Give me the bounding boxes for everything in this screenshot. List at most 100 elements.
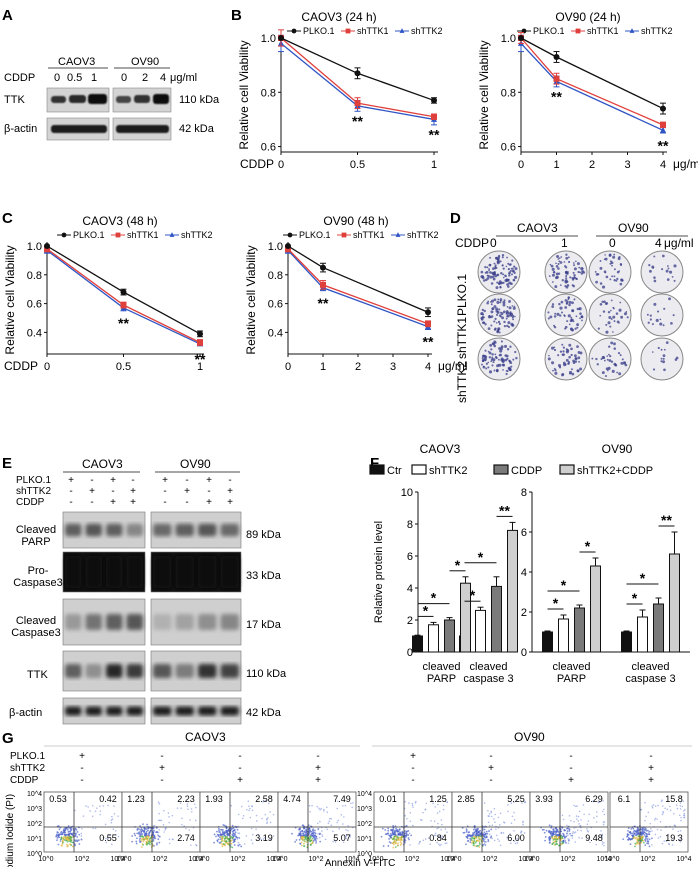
y-tick-label: 8 [407,519,413,531]
event-dot [303,845,305,847]
event-dot [404,830,406,832]
colony-dot [506,306,509,308]
x-tick-label: 1 [431,159,437,171]
y-tick-label: 10^3 [357,806,372,813]
event-dot [411,802,414,805]
event-dot [345,834,348,836]
event-dot [317,828,319,831]
y-tick-label: 2 [407,615,413,627]
event-dot [160,819,163,822]
event-dot [236,828,239,831]
colony-dot [606,355,609,357]
colony-dot [482,360,485,363]
event-dot [651,805,654,807]
colony-dot [570,368,573,371]
event-dot [102,805,105,807]
condition-mark: - [238,751,241,762]
event-dot [408,838,410,841]
event-dot [107,837,109,840]
flow-plot-frame [121,791,201,853]
colony-dot [492,358,496,362]
colony-dot [653,255,656,258]
event-dot [60,833,62,836]
event-dot [69,832,71,835]
colony-dot [559,314,562,317]
x-tick-label: 0 [285,361,291,373]
event-dot [231,830,234,833]
colony-dot [550,264,554,268]
legend-swatch [493,464,509,475]
colony-dot [502,276,505,279]
event-dot [233,833,235,836]
condition-mark: - [80,763,83,774]
colony-dot [514,275,518,279]
colony-dot [495,322,498,324]
event-dot [661,842,664,845]
event-dot [234,831,237,834]
event-dot [595,811,598,813]
line-chart-caov3-24h: CAOV3 (24 h)PLKO.1 shTTK1 shTTK21.00.80.60… [237,10,443,171]
event-dot [117,815,119,817]
colony-dot [488,269,490,272]
event-dot [672,828,674,830]
event-dot [95,807,98,809]
colony-dot [497,282,501,285]
event-dot [627,829,629,832]
colony-dot [608,353,610,356]
series-line [287,249,429,328]
event-dot [487,840,490,843]
event-dot [469,839,472,841]
colony-dot [573,298,576,301]
event-dot [633,829,636,832]
event-dot [314,829,316,832]
event-dot [395,839,398,841]
event-dot [237,813,240,816]
x-tick-label: 1 [320,361,326,373]
y-tick-label: 4 [521,567,527,579]
colony-dot [564,306,568,309]
event-dot [300,841,303,844]
event-dot [683,816,685,819]
quadrant-value: 6.29 [585,794,603,804]
event-dot [425,802,428,805]
event-dot [488,813,491,815]
event-dot [567,842,570,845]
event-dot [157,831,160,834]
band [65,556,82,588]
significance-label: ** [118,315,129,331]
event-dot [494,813,496,816]
event-dot [312,839,315,842]
event-dot [465,828,468,830]
dose-label: 1 [561,236,568,250]
event-dot [384,829,387,831]
chart-title: OV90 (48 h) [323,214,388,228]
panel-label-d: D [450,210,461,227]
event-dot [603,821,606,823]
event-dot [483,843,486,845]
event-dot [181,823,183,826]
dose-label: 1 [91,72,97,84]
colony-dot [505,275,507,278]
event-dot [578,836,580,839]
colony-dot [597,327,600,330]
colony-dot [500,345,504,349]
band [85,706,102,716]
data-point [431,113,437,120]
condition-mark: - [316,751,319,762]
event-dot [563,838,566,840]
event-dot [305,834,307,837]
event-dot [387,845,390,847]
condition-mark: + [110,475,116,486]
colony-dot [502,310,506,314]
colony-dot [666,265,669,267]
event-dot [327,822,330,824]
colony-dot [508,312,512,315]
data-point [553,75,560,82]
colony-dot [505,317,508,320]
event-dot [71,845,74,848]
colony-dot [481,308,484,312]
colony-dot [493,344,496,348]
kda-label: 110 kDa [246,668,287,680]
event-dot [153,824,156,827]
event-dot [679,805,682,807]
